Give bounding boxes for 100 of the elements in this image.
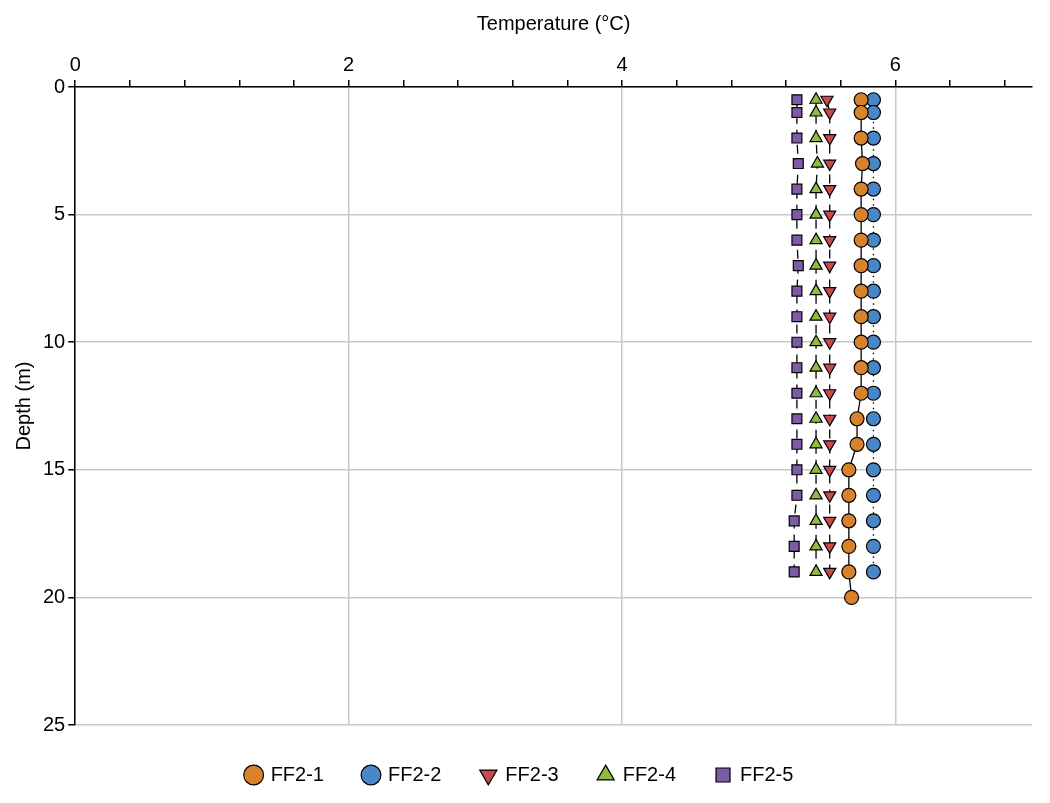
legend-label: FF2-3 [505,762,559,785]
x-axis-title: Temperature (°C) [476,11,631,34]
y-tick-label: 10 [43,329,66,352]
point [823,261,837,274]
point [823,108,837,121]
point [823,389,837,401]
point [809,462,823,474]
point [865,513,882,529]
point [823,312,837,325]
point [809,436,823,449]
x-tick-label: 6 [889,52,901,75]
point [791,209,803,221]
point [809,334,823,347]
point [823,210,837,223]
point [853,258,869,274]
point [823,465,837,478]
point [853,309,869,325]
point [809,207,823,219]
legend-label: FF2-4 [622,762,677,785]
point [841,462,857,478]
point [823,491,837,503]
point [791,489,803,501]
point [865,538,882,554]
point [865,487,882,503]
point [791,413,803,425]
point [853,283,869,299]
point [791,362,803,374]
point [809,360,823,372]
point [823,567,837,580]
point [809,538,823,551]
point [853,232,869,248]
point [791,234,803,246]
point [843,589,860,605]
point [853,385,869,401]
y-axis-title: Depth (m) [11,361,34,451]
point [853,360,869,376]
x-tick-label: 0 [69,52,81,75]
point [791,464,803,476]
point [809,181,823,194]
point [823,542,837,554]
x-tick-label: 2 [343,52,355,75]
point [853,104,869,121]
point [788,540,800,552]
point [853,181,869,197]
point [853,92,869,108]
y-tick-label: 25 [43,712,66,735]
point [791,132,803,144]
point [791,336,803,348]
point [809,92,823,104]
point [841,487,857,503]
point [809,513,823,525]
point [865,436,882,452]
legend-label: FF2-2 [387,762,442,785]
point [853,207,869,223]
point [865,462,882,478]
point [823,236,837,248]
point [791,106,803,119]
point [823,133,837,146]
point [823,287,837,299]
point [809,564,823,576]
y-tick-label: 15 [43,457,66,480]
point [841,513,857,529]
point [809,232,823,245]
point [853,334,869,350]
point [823,184,837,197]
point [791,438,803,450]
y-tick-label: 5 [54,202,66,225]
point [791,94,803,106]
point [823,338,837,350]
x-tick-label: 4 [616,52,628,75]
point [865,564,882,580]
point [792,158,804,170]
y-tick-label: 20 [43,584,66,607]
point [823,516,837,529]
point [823,363,837,376]
point [788,515,800,527]
point [809,130,823,143]
point [809,411,823,423]
point [809,385,823,398]
point [788,566,800,578]
legend-label: FF2-5 [740,762,794,785]
legend-label: FF2-1 [270,762,324,785]
point [849,436,865,452]
point [791,285,803,297]
point [841,564,857,580]
point [849,411,865,427]
point [820,95,834,108]
point [823,159,837,172]
point [792,260,804,272]
point [791,183,803,195]
point [809,283,823,296]
point [809,258,823,270]
point [823,440,837,452]
point [809,487,823,500]
point [791,387,803,399]
point [841,538,857,554]
point [854,155,871,172]
point [791,311,803,323]
point [865,411,882,427]
y-tick-label: 0 [54,74,66,97]
